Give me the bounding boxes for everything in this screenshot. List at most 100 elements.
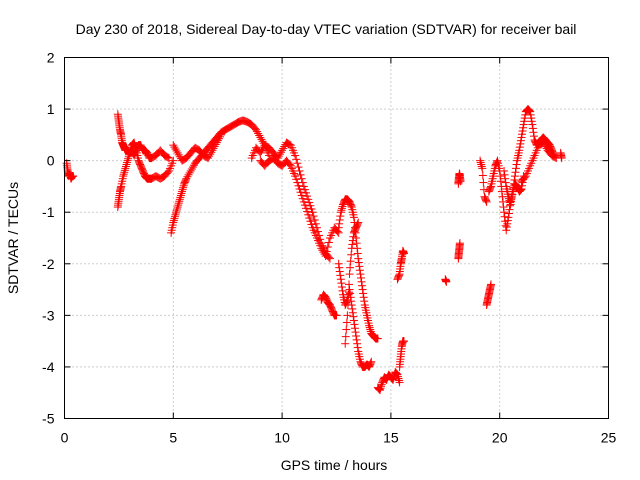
data-point [525, 106, 534, 115]
data-point [518, 181, 527, 190]
data-point [348, 304, 357, 313]
data-point [179, 183, 188, 192]
data-point [516, 186, 525, 195]
data-point [131, 144, 140, 153]
data-point [337, 279, 346, 288]
data-point [506, 198, 515, 207]
data-point [526, 107, 535, 116]
data-point [529, 132, 538, 141]
x-tick-label: 5 [169, 430, 177, 446]
data-point [336, 212, 345, 221]
data-point [376, 386, 385, 395]
data-point [176, 193, 185, 202]
data-point [308, 208, 317, 217]
data-point [126, 145, 135, 154]
data-point [342, 318, 351, 327]
data-point [354, 258, 363, 267]
data-point [124, 152, 133, 161]
data-point [347, 297, 356, 306]
data-point [170, 212, 179, 221]
data-point [393, 372, 402, 381]
data-point [476, 156, 485, 165]
data-point [335, 263, 344, 272]
data-point [503, 219, 512, 228]
data-point [502, 223, 511, 232]
data-point [346, 257, 355, 266]
data-point [360, 297, 369, 306]
data-point [353, 219, 362, 228]
data-point [501, 221, 510, 230]
data-point [303, 207, 312, 216]
data-point [502, 226, 511, 235]
data-point [334, 259, 343, 268]
data-point [335, 215, 344, 224]
data-point [178, 187, 187, 196]
data-point [515, 146, 524, 155]
data-point [509, 183, 518, 192]
data-point [504, 192, 513, 201]
data-point [394, 374, 403, 383]
data-point [353, 249, 362, 258]
y-tick-label: -2 [42, 256, 55, 272]
data-point [399, 249, 408, 258]
data-point [517, 185, 526, 194]
data-point [291, 172, 300, 181]
data-point [120, 166, 129, 175]
data-point [349, 213, 358, 222]
data-point [334, 223, 343, 232]
plot-frame [64, 57, 609, 419]
y-axis-label: SDTVAR / TECUs [5, 182, 21, 294]
y-tick-label: -5 [42, 411, 55, 427]
data-point [124, 154, 133, 163]
data-point [345, 197, 354, 206]
data-point [507, 194, 516, 203]
data-point [482, 197, 491, 206]
y-tick-label: -3 [42, 307, 55, 323]
data-point [358, 281, 367, 290]
data-point [122, 160, 131, 169]
data-point [170, 214, 179, 223]
data-point [367, 357, 376, 366]
data-point [496, 172, 505, 181]
data-point [311, 219, 320, 228]
data-point [512, 160, 521, 169]
data-point [478, 171, 487, 180]
data-point [297, 174, 306, 183]
data-point [348, 240, 357, 249]
data-point [492, 157, 501, 166]
data-point [389, 375, 398, 384]
data-point [123, 156, 132, 165]
data-point [395, 376, 404, 385]
data-point [336, 275, 345, 284]
data-point [173, 204, 182, 213]
y-tick-label: 2 [47, 50, 55, 66]
data-point [505, 205, 514, 214]
x-tick-label: 15 [383, 430, 399, 446]
x-axis-label: GPS time / hours [281, 457, 388, 473]
data-point [123, 158, 132, 167]
data-point [307, 204, 316, 213]
data-point [293, 178, 302, 187]
data-point [508, 190, 517, 199]
data-point [510, 175, 519, 184]
data-point [388, 375, 397, 384]
data-point [174, 199, 183, 208]
data-point [511, 168, 520, 177]
data-point [525, 107, 534, 116]
data-point [142, 148, 151, 157]
data-point [526, 110, 535, 119]
data-point [169, 216, 178, 225]
data-point [296, 188, 305, 197]
data-point [478, 164, 487, 173]
data-point [347, 201, 356, 210]
data-point [345, 270, 354, 279]
x-tick-label: 25 [601, 430, 617, 446]
data-point [172, 208, 181, 217]
data-point [69, 172, 78, 181]
data-point [342, 325, 351, 334]
data-point [527, 114, 536, 123]
data-point [442, 277, 451, 286]
data-point [501, 174, 510, 183]
data-point [299, 197, 308, 206]
data-point [395, 378, 404, 387]
